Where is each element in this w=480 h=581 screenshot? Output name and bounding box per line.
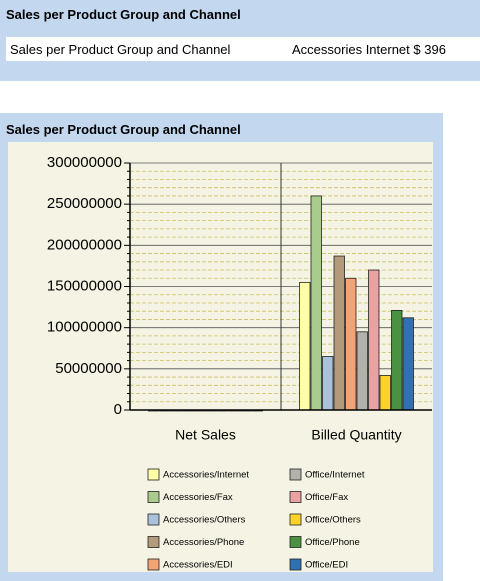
legend-swatch [147, 536, 160, 548]
legend-swatch [289, 536, 302, 548]
row-cell: Sales per Product Group and Channel [10, 42, 231, 57]
panel-title: Sales per Product Group and Channel [6, 7, 241, 22]
bar [402, 317, 414, 411]
bar [356, 331, 368, 411]
bar [299, 281, 311, 411]
legend-swatch [147, 558, 160, 571]
y-tick-label: 100000000 [47, 319, 122, 336]
legend-label: Accessories/Phone [163, 537, 244, 548]
bar [391, 309, 403, 411]
y-tick-label: 150000000 [47, 277, 122, 294]
legend-swatch [289, 558, 302, 571]
bar [322, 356, 334, 411]
legend-swatch [147, 468, 160, 481]
bar [379, 375, 391, 411]
data-row: Sales per Product Group and Channel Acce… [6, 37, 480, 61]
panel-title: Sales per Product Group and Channel [6, 122, 241, 137]
legend-label: Accessories/Internet [163, 470, 249, 481]
bar [333, 255, 345, 411]
y-tick-label: 250000000 [47, 195, 122, 212]
legend-label: Office/EDI [305, 560, 348, 571]
y-tick-label: 200000000 [47, 236, 122, 253]
legend-swatch [289, 491, 302, 503]
row-cell: Accessories Internet $ 396 [292, 42, 446, 57]
legend-swatch [289, 513, 302, 526]
y-tick-label: 50000000 [55, 360, 122, 377]
legend-label: Office/Others [305, 515, 361, 526]
legend-swatch [147, 513, 160, 526]
bar [368, 269, 380, 411]
legend-label: Accessories/Fax [163, 492, 233, 503]
legend-swatch [147, 491, 160, 503]
bar [345, 277, 357, 411]
legend-swatch [289, 468, 302, 481]
bar [310, 195, 322, 411]
legend-label: Accessories/Others [163, 515, 246, 526]
legend-label: Office/Fax [305, 492, 348, 503]
y-tick-label: 0 [114, 401, 122, 418]
legend-label: Office/Internet [305, 470, 365, 481]
x-tick-label: Net Sales [175, 427, 236, 443]
y-tick-label: 300000000 [47, 154, 122, 171]
top-panel: Sales per Product Group and Channel Sale… [0, 0, 480, 81]
x-tick-label: Billed Quantity [311, 427, 401, 443]
legend-label: Accessories/EDI [163, 560, 233, 571]
legend-label: Office/Phone [305, 537, 360, 548]
